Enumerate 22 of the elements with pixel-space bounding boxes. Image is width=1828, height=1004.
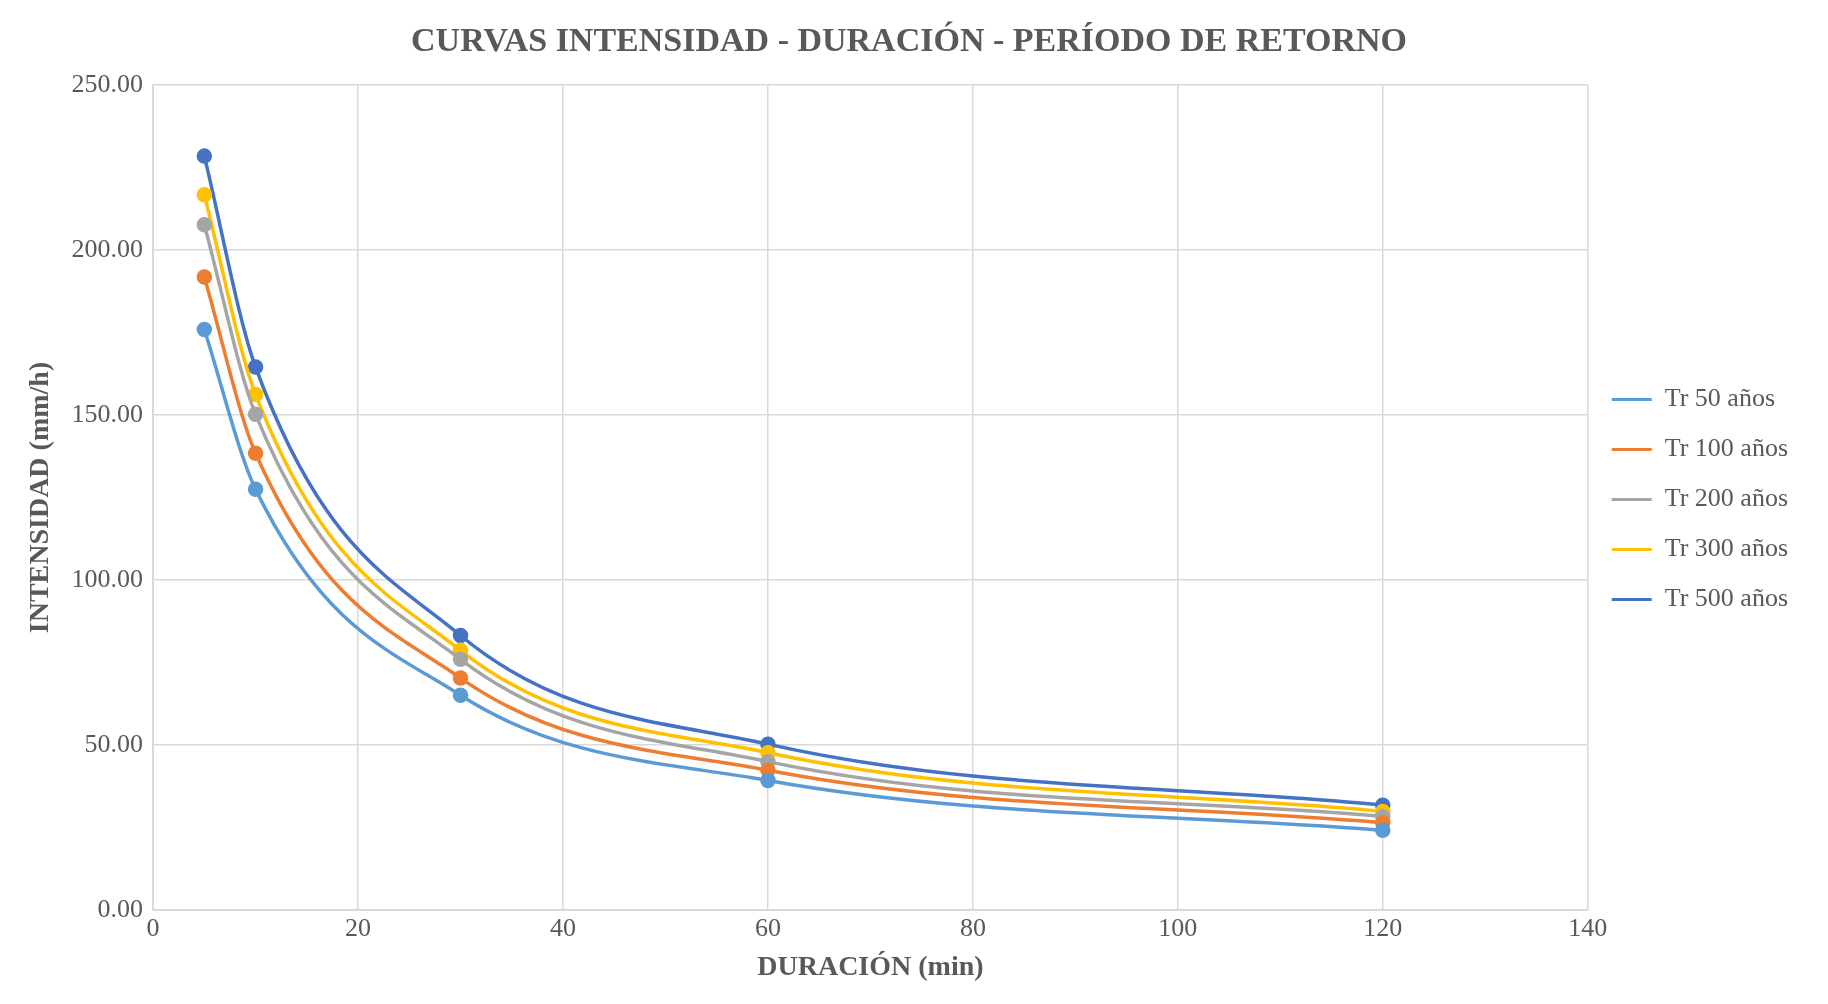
y-tick-label: 200.00 <box>71 233 144 263</box>
legend-label: Tr 500 años <box>1664 583 1789 613</box>
legend-label: Tr 200 años <box>1664 483 1789 513</box>
x-tick-label: 120 <box>1363 912 1403 942</box>
x-tick-label: 20 <box>345 912 372 942</box>
y-tick-label: 250.00 <box>71 68 144 98</box>
x-tick-label: 60 <box>754 912 781 942</box>
x-tick-label: 0 <box>146 912 160 942</box>
x-tick-label: 80 <box>959 912 986 942</box>
x-tick-label: 40 <box>549 912 576 942</box>
chart-title: CURVAS INTENSIDAD - DURACIÓN - PERÍODO DE RETORNO <box>411 21 1407 59</box>
y-tick-label: 150.00 <box>71 398 144 428</box>
x-axis-title: DURACIÓN (min) <box>757 950 984 982</box>
legend-label: Tr 300 años <box>1664 533 1789 563</box>
y-tick-label: 100.00 <box>71 563 144 593</box>
x-tick-label: 140 <box>1568 912 1608 942</box>
legend-label: Tr 100 años <box>1664 433 1789 463</box>
y-axis-title: INTENSIDAD (mm/h) <box>23 361 55 634</box>
x-tick-label: 100 <box>1158 912 1198 942</box>
legend-label: Tr 50 años <box>1664 383 1776 413</box>
y-tick-label: 0.00 <box>97 894 144 924</box>
y-tick-label: 50.00 <box>84 728 144 758</box>
